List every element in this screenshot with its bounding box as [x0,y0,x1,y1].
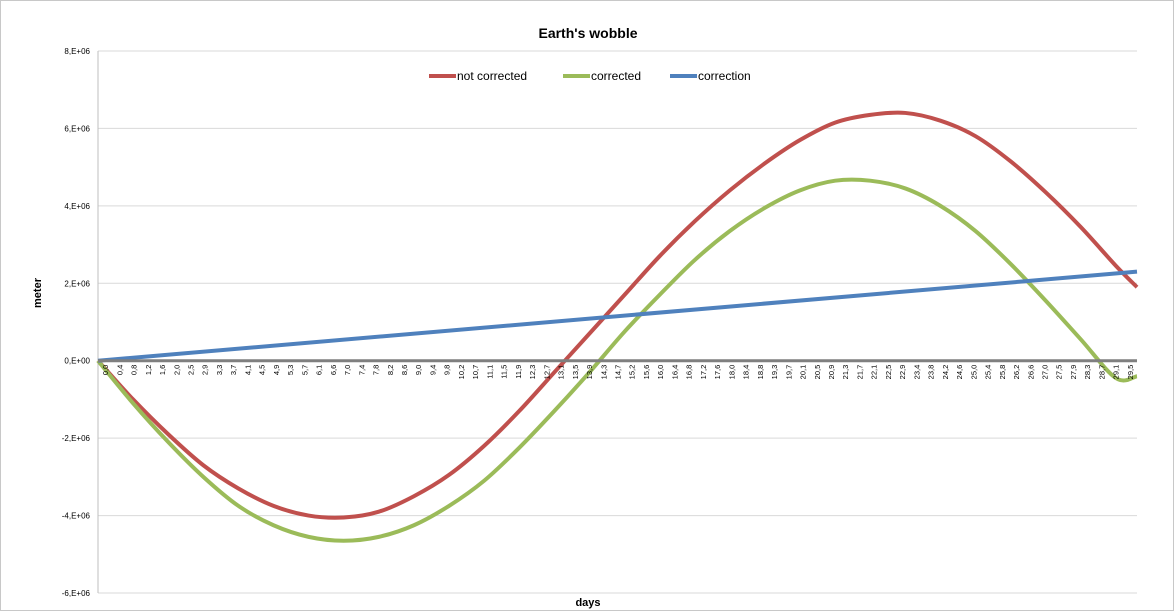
x-tick-label: 17,2 [699,365,708,380]
x-tick-label: 9,0 [414,365,423,375]
x-tick-label: 9,8 [443,365,452,375]
x-tick-label: 5,3 [286,365,295,375]
x-tick-label: 0,0 [101,365,110,375]
x-tick-label: 17,6 [713,365,722,380]
x-tick-label: 27,9 [1069,365,1078,380]
legend-label-corrected: corrected [591,69,641,83]
x-tick-label: 25,8 [998,365,1007,380]
y-tick-label: 0,E+00 [64,357,90,366]
x-tick-label: 7,8 [372,365,381,375]
x-tick-label: 12,3 [528,365,537,380]
x-tick-label: 22,9 [898,365,907,380]
x-tick-label: 4,1 [243,365,252,375]
x-tick-label: 6,6 [329,365,338,375]
x-tick-label: 18,0 [727,365,736,380]
legend-label-correction: correction [698,69,751,83]
x-tick-label: 13,1 [557,365,566,380]
x-tick-label: 2,9 [201,365,210,375]
x-tick-label: 13,9 [585,365,594,380]
x-tick-label: 10,7 [471,365,480,380]
x-tick-label: 16,8 [685,365,694,380]
y-tick-label: 8,E+06 [64,47,90,56]
x-tick-label: 14,7 [614,365,623,380]
legend: not corrected corrected correction [429,69,751,83]
x-tick-label: 11,9 [514,365,523,379]
x-tick-label: 20,9 [827,365,836,380]
x-tick-label: 0,4 [115,365,124,375]
y-tick-label: 6,E+06 [64,124,90,133]
y-tick-label: 2,E+06 [64,279,90,288]
x-tick-label: 24,2 [941,365,950,380]
x-tick-label: 12,7 [542,365,551,380]
x-tick-label: 9,4 [428,365,437,375]
x-tick-label: 7,0 [343,365,352,375]
y-tick-labels: 8,E+06 6,E+06 4,E+06 2,E+06 0,E+00 -2,E+06 -4,… [62,47,91,598]
x-tick-label: 10,2 [457,365,466,380]
x-tick-label: 2,0 [172,365,181,375]
x-tick-label: 15,6 [642,365,651,380]
x-tick-labels: 0,0 0,4 0,8 1,2 1,6 2,0 2,5 2,9 3,3 3,7 4,1 4,5 4,9 5… [101,365,1135,380]
x-tick-label: 29,5 [1126,365,1135,380]
x-tick-label: 28,3 [1083,365,1092,380]
y-tick-label: -2,E+06 [62,434,91,443]
y-tick-label: -4,E+06 [62,512,91,521]
x-tick-label: 6,1 [315,365,324,375]
gridlines [97,50,1137,594]
x-tick-label: 16,0 [656,365,665,380]
x-tick-label: 7,4 [357,365,366,375]
x-tick-label: 13,5 [571,365,580,380]
x-tick-label: 19,3 [770,365,779,380]
y-tick-label: -6,E+06 [62,589,91,598]
x-tick-label: 1,6 [158,365,167,375]
x-tick-label: 20,5 [813,365,822,380]
y-axis-title: meter [32,277,44,308]
chart-title: Earth's wobble [538,25,637,41]
x-tick-label: 8,2 [386,365,395,375]
x-tick-label: 21,7 [855,365,864,380]
x-tick-label: 1,2 [144,365,153,375]
x-tick-label: 5,7 [300,365,309,375]
x-tick-label: 14,3 [599,365,608,380]
x-tick-label: 18,4 [742,365,751,380]
x-tick-label: 2,5 [187,365,196,375]
series-line-correction [97,269,1138,363]
x-tick-label: 16,4 [670,365,679,380]
x-tick-label: 4,5 [258,365,267,375]
x-tick-label: 27,0 [1040,365,1049,380]
x-tick-label: 25,4 [984,365,993,380]
x-tick-label: 26,2 [1012,365,1021,380]
x-tick-label: 23,8 [927,365,936,380]
legend-label-not-corrected: not corrected [457,69,527,83]
x-tick-label: 3,3 [215,365,224,375]
series-lines [96,110,1139,543]
x-tick-label: 22,5 [884,365,893,380]
y-tick-label: 4,E+06 [64,202,90,211]
x-tick-label: 25,0 [969,365,978,380]
x-tick-label: 4,9 [272,365,281,375]
series-line-not-corrected [96,110,1139,520]
x-tick-label: 24,6 [955,365,964,380]
x-tick-label: 15,2 [628,365,637,380]
x-tick-label: 29,1 [1112,365,1121,380]
series-line-corrected [96,177,1138,543]
x-tick-label: 23,4 [912,365,921,380]
x-tick-label: 11,5 [500,365,509,379]
x-tick-label: 22,1 [870,365,879,380]
x-tick-label: 19,7 [784,365,793,380]
x-tick-label: 21,3 [841,365,850,380]
x-tick-label: 0,8 [130,365,139,375]
x-tick-label: 18,8 [756,365,765,380]
x-axis-title: days [575,597,600,609]
x-tick-label: 3,7 [229,365,238,375]
x-tick-label: 28,7 [1097,365,1106,380]
x-tick-label: 11,1 [485,365,494,379]
x-tick-label: 27,5 [1055,365,1064,380]
x-tick-label: 26,6 [1026,365,1035,380]
x-tick-label: 8,6 [400,365,409,375]
x-tick-label: 20,1 [799,365,808,380]
